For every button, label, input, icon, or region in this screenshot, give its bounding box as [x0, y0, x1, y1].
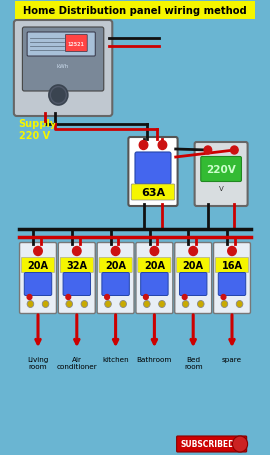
Circle shape [81, 301, 88, 308]
Text: Supply
220 V: Supply 220 V [19, 119, 57, 141]
Circle shape [144, 301, 150, 308]
Circle shape [189, 247, 197, 256]
Circle shape [34, 247, 42, 256]
FancyBboxPatch shape [131, 185, 175, 201]
Text: 20A: 20A [183, 260, 204, 270]
FancyBboxPatch shape [19, 243, 56, 314]
FancyBboxPatch shape [136, 243, 173, 314]
Text: V: V [219, 186, 224, 192]
FancyBboxPatch shape [102, 273, 129, 296]
FancyBboxPatch shape [201, 157, 241, 182]
Circle shape [120, 301, 126, 308]
Text: Air
conditioner: Air conditioner [56, 356, 97, 369]
FancyBboxPatch shape [21, 258, 55, 273]
FancyBboxPatch shape [63, 273, 90, 296]
Text: kitchen: kitchen [102, 356, 129, 362]
Text: 20A: 20A [28, 260, 49, 270]
Text: 16A: 16A [221, 260, 242, 270]
FancyBboxPatch shape [218, 273, 246, 296]
Circle shape [27, 295, 32, 300]
FancyBboxPatch shape [195, 143, 248, 207]
FancyBboxPatch shape [99, 258, 132, 273]
Text: 220V: 220V [206, 165, 236, 175]
Text: 12521: 12521 [68, 41, 85, 46]
Circle shape [66, 295, 71, 300]
FancyBboxPatch shape [22, 28, 104, 92]
FancyBboxPatch shape [58, 243, 95, 314]
Circle shape [221, 301, 228, 308]
Text: 20A: 20A [144, 260, 165, 270]
Text: 20A: 20A [105, 260, 126, 270]
FancyBboxPatch shape [65, 35, 87, 52]
FancyBboxPatch shape [214, 243, 251, 314]
FancyBboxPatch shape [97, 243, 134, 314]
Text: spare: spare [222, 356, 242, 362]
Circle shape [236, 301, 243, 308]
FancyBboxPatch shape [27, 33, 95, 57]
Text: kWh: kWh [57, 63, 69, 68]
Circle shape [105, 301, 111, 308]
Circle shape [197, 301, 204, 308]
Circle shape [232, 436, 248, 452]
Text: 32A: 32A [66, 260, 87, 270]
FancyBboxPatch shape [177, 436, 247, 452]
Text: Bed
room: Bed room [184, 356, 202, 369]
Circle shape [204, 147, 212, 155]
Circle shape [150, 247, 159, 256]
FancyBboxPatch shape [177, 258, 210, 273]
Circle shape [66, 301, 73, 308]
FancyBboxPatch shape [180, 273, 207, 296]
FancyBboxPatch shape [175, 243, 212, 314]
Circle shape [182, 295, 187, 300]
Circle shape [231, 147, 238, 155]
FancyBboxPatch shape [60, 258, 93, 273]
Circle shape [144, 295, 148, 300]
Circle shape [182, 301, 189, 308]
Circle shape [52, 89, 65, 103]
Circle shape [49, 86, 68, 106]
FancyBboxPatch shape [24, 273, 52, 296]
Circle shape [105, 295, 109, 300]
Text: Home Distribution panel wiring method: Home Distribution panel wiring method [23, 6, 247, 16]
Circle shape [111, 247, 120, 256]
FancyBboxPatch shape [135, 153, 171, 185]
Circle shape [73, 247, 81, 256]
Text: SUBSCRIBED: SUBSCRIBED [181, 440, 235, 449]
FancyBboxPatch shape [141, 273, 168, 296]
Text: Bathroom: Bathroom [137, 356, 172, 362]
Circle shape [139, 141, 148, 150]
FancyBboxPatch shape [215, 258, 249, 273]
Text: 63A: 63A [141, 187, 165, 197]
Circle shape [42, 301, 49, 308]
FancyBboxPatch shape [15, 2, 255, 20]
Circle shape [158, 141, 167, 150]
FancyBboxPatch shape [128, 138, 178, 207]
Text: 🔔: 🔔 [238, 440, 242, 449]
FancyBboxPatch shape [14, 21, 112, 117]
Text: Living
room: Living room [27, 356, 49, 369]
Circle shape [159, 301, 165, 308]
Circle shape [221, 295, 226, 300]
FancyBboxPatch shape [138, 258, 171, 273]
Circle shape [228, 247, 236, 256]
Circle shape [27, 301, 34, 308]
